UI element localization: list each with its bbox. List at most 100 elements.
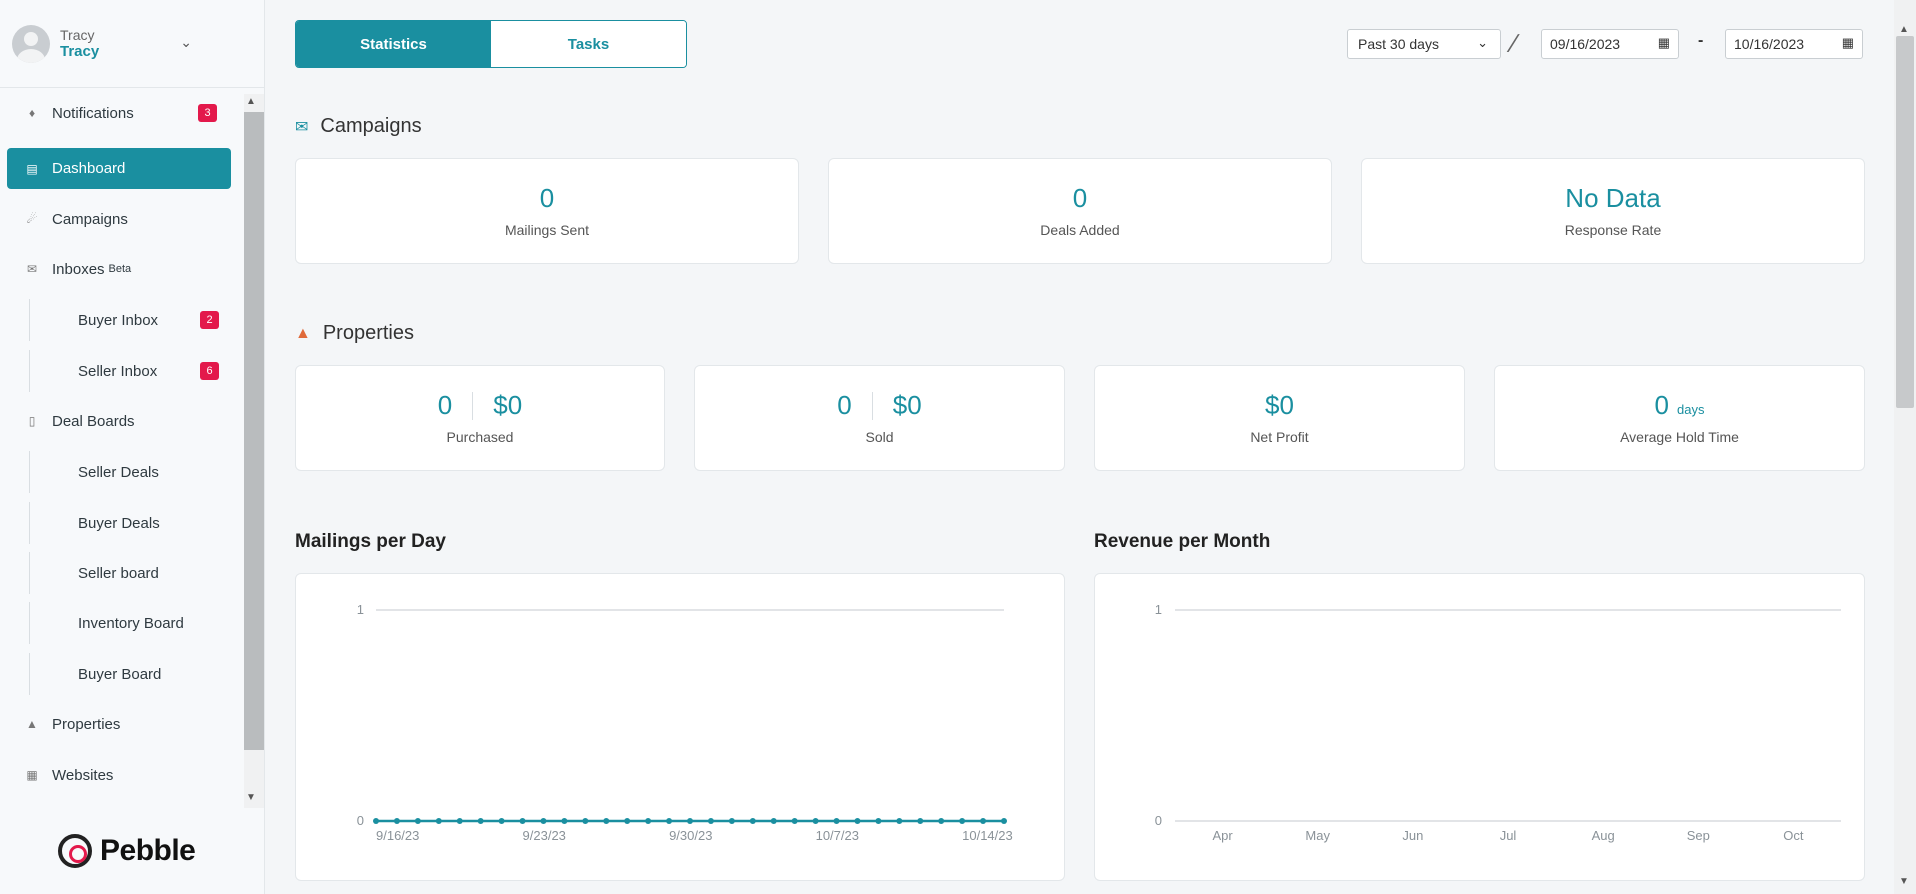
sidebar-item-campaigns[interactable]: ☄ Campaigns bbox=[7, 198, 231, 240]
sidebar-scroll-thumb[interactable] bbox=[244, 112, 264, 750]
data-point bbox=[875, 818, 882, 824]
scroll-down-arrow-icon[interactable]: ▼ bbox=[246, 792, 256, 803]
user-menu[interactable]: Tracy Tracy ⌄ bbox=[0, 0, 264, 88]
stat-card-net-profit: $0 Net Profit bbox=[1094, 365, 1465, 471]
date-range-select[interactable]: Past 30 days ⌄ bbox=[1347, 29, 1501, 59]
sidebar-item-label: Deal Boards bbox=[52, 412, 135, 430]
scroll-up-arrow-icon[interactable]: ▲ bbox=[246, 96, 256, 107]
page-scroll-thumb[interactable] bbox=[1896, 36, 1914, 408]
x-tick-label: May bbox=[1305, 828, 1330, 843]
chart-mailings-per-day: 1 0 9/16/23 9/23/23 9/30/23 10/7/23 10/14/23 bbox=[295, 573, 1065, 881]
data-point bbox=[603, 818, 610, 824]
sidebar-item-label: Inboxes bbox=[52, 260, 105, 278]
data-point bbox=[917, 818, 924, 824]
stat-value: $0 bbox=[1265, 390, 1294, 420]
data-point bbox=[749, 818, 756, 824]
data-point bbox=[373, 818, 379, 824]
envelope-icon: ✉ bbox=[295, 118, 309, 136]
data-point bbox=[833, 818, 840, 824]
inbox-icon: ✉ bbox=[26, 262, 38, 276]
sidebar-item-label: Campaigns bbox=[52, 210, 128, 228]
sidebar-item-seller-board[interactable]: Seller board bbox=[29, 552, 231, 594]
brand-name: Pebble bbox=[100, 834, 196, 867]
x-tick-label: Jun bbox=[1402, 828, 1423, 843]
x-tick-label: Jul bbox=[1500, 828, 1517, 843]
stat-card-response-rate: No Data Response Rate bbox=[1361, 158, 1865, 264]
browser-icon: ▦ bbox=[26, 768, 38, 782]
tab-tasks[interactable]: Tasks bbox=[491, 21, 686, 67]
sidebar-item-label: Websites bbox=[52, 766, 114, 784]
pebble-logo-icon bbox=[58, 834, 92, 868]
page-scroll-down-icon[interactable]: ▼ bbox=[1899, 876, 1909, 887]
y-tick-label: 1 bbox=[1155, 602, 1162, 617]
sidebar-item-label: Dashboard bbox=[52, 160, 126, 177]
data-point bbox=[477, 818, 484, 824]
user-name: Tracy bbox=[60, 27, 95, 43]
stat-label: Net Profit bbox=[1250, 429, 1309, 445]
x-tick-label: 9/16/23 bbox=[376, 828, 419, 843]
date-to-value: 10/16/2023 bbox=[1734, 36, 1805, 52]
chevron-down-icon[interactable]: ⌄ bbox=[180, 34, 192, 50]
stat-label: Purchased bbox=[446, 429, 514, 445]
data-point bbox=[645, 818, 652, 824]
data-point bbox=[687, 818, 693, 824]
date-from-value: 09/16/2023 bbox=[1550, 36, 1621, 52]
sidebar-item-seller-deals[interactable]: Seller Deals bbox=[29, 451, 231, 493]
sidebar-item-label: Buyer Board bbox=[78, 665, 162, 683]
campaigns-section-title: ✉ Campaigns bbox=[295, 115, 422, 138]
date-separator: - bbox=[1698, 32, 1704, 49]
seller-inbox-badge: 6 bbox=[200, 362, 219, 380]
sidebar-item-buyer-board[interactable]: Buyer Board bbox=[29, 653, 231, 695]
revenue-chart-svg: 1 0 Apr May Jun Jul Aug Sep Oct bbox=[1155, 602, 1841, 843]
stat-card-deals-added: 0 Deals Added bbox=[828, 158, 1332, 264]
sidebar-item-websites[interactable]: ▦ Websites bbox=[7, 754, 231, 796]
tab-statistics[interactable]: Statistics bbox=[296, 21, 491, 67]
date-to-input[interactable]: 10/16/2023 ▦ bbox=[1725, 29, 1863, 59]
data-point bbox=[770, 818, 777, 824]
sidebar-item-label: Properties bbox=[52, 715, 121, 733]
sidebar-item-notifications[interactable]: ♦ Notifications 3 bbox=[7, 92, 231, 134]
sidebar-item-buyer-inbox[interactable]: Buyer Inbox 2 bbox=[29, 299, 231, 341]
sidebar-item-dashboard[interactable]: ▤ Dashboard bbox=[7, 148, 231, 189]
sidebar-item-inventory-board[interactable]: Inventory Board bbox=[29, 602, 231, 644]
data-point bbox=[582, 818, 589, 824]
kanban-icon: ▯ bbox=[28, 414, 36, 428]
sidebar-item-seller-inbox[interactable]: Seller Inbox 6 bbox=[29, 350, 231, 392]
section-title-text: Campaigns bbox=[320, 115, 422, 137]
y-tick-label: 0 bbox=[357, 813, 364, 828]
calendar-icon[interactable]: ▦ bbox=[1841, 35, 1854, 50]
x-tick-label: Oct bbox=[1783, 828, 1804, 843]
sidebar-item-label: Seller Deals bbox=[78, 463, 159, 481]
sidebar-item-deal-boards[interactable]: ▯ Deal Boards bbox=[7, 400, 231, 442]
pebble-logo[interactable]: Pebble bbox=[58, 834, 196, 868]
notification-badge: 3 bbox=[198, 104, 217, 122]
stat-label: Mailings Sent bbox=[504, 222, 590, 238]
stat-amount: $0 bbox=[493, 390, 523, 420]
mountain-icon: ▲ bbox=[295, 324, 311, 342]
stat-card-average-hold-time: 0 days Average Hold Time bbox=[1494, 365, 1865, 471]
data-point bbox=[540, 818, 547, 824]
data-point bbox=[519, 818, 526, 824]
sidebar-item-inboxes[interactable]: ✉ Inboxes Beta bbox=[7, 248, 231, 290]
data-point bbox=[791, 818, 798, 824]
sidebar-item-properties[interactable]: ▲ Properties bbox=[7, 703, 231, 745]
date-range-value: Past 30 days bbox=[1358, 36, 1439, 52]
chart-title-mailings: Mailings per Day bbox=[295, 531, 446, 552]
stat-count: 0 bbox=[437, 390, 453, 420]
calendar-icon[interactable]: ▦ bbox=[1657, 35, 1670, 50]
avatar bbox=[12, 24, 50, 63]
buyer-inbox-badge: 2 bbox=[200, 311, 219, 329]
stat-card-mailings-sent: 0 Mailings Sent bbox=[295, 158, 799, 264]
stat-value: 0 bbox=[1654, 390, 1669, 420]
y-tick-label: 1 bbox=[357, 602, 364, 617]
section-title-text: Properties bbox=[322, 322, 414, 344]
stat-value: 0 bbox=[539, 183, 555, 213]
data-point bbox=[812, 818, 819, 824]
date-from-input[interactable]: 09/16/2023 ▦ bbox=[1541, 29, 1679, 59]
data-point bbox=[414, 818, 421, 824]
page-scroll-up-icon[interactable]: ▲ bbox=[1899, 24, 1909, 35]
sidebar-item-label: Seller Inbox bbox=[78, 362, 158, 380]
sidebar-item-buyer-deals[interactable]: Buyer Deals bbox=[29, 502, 231, 544]
main-content: Statistics Tasks Past 30 days ⌄ ∕ 09/16/… bbox=[266, 0, 1894, 894]
x-tick-label: 9/23/23 bbox=[523, 828, 566, 843]
